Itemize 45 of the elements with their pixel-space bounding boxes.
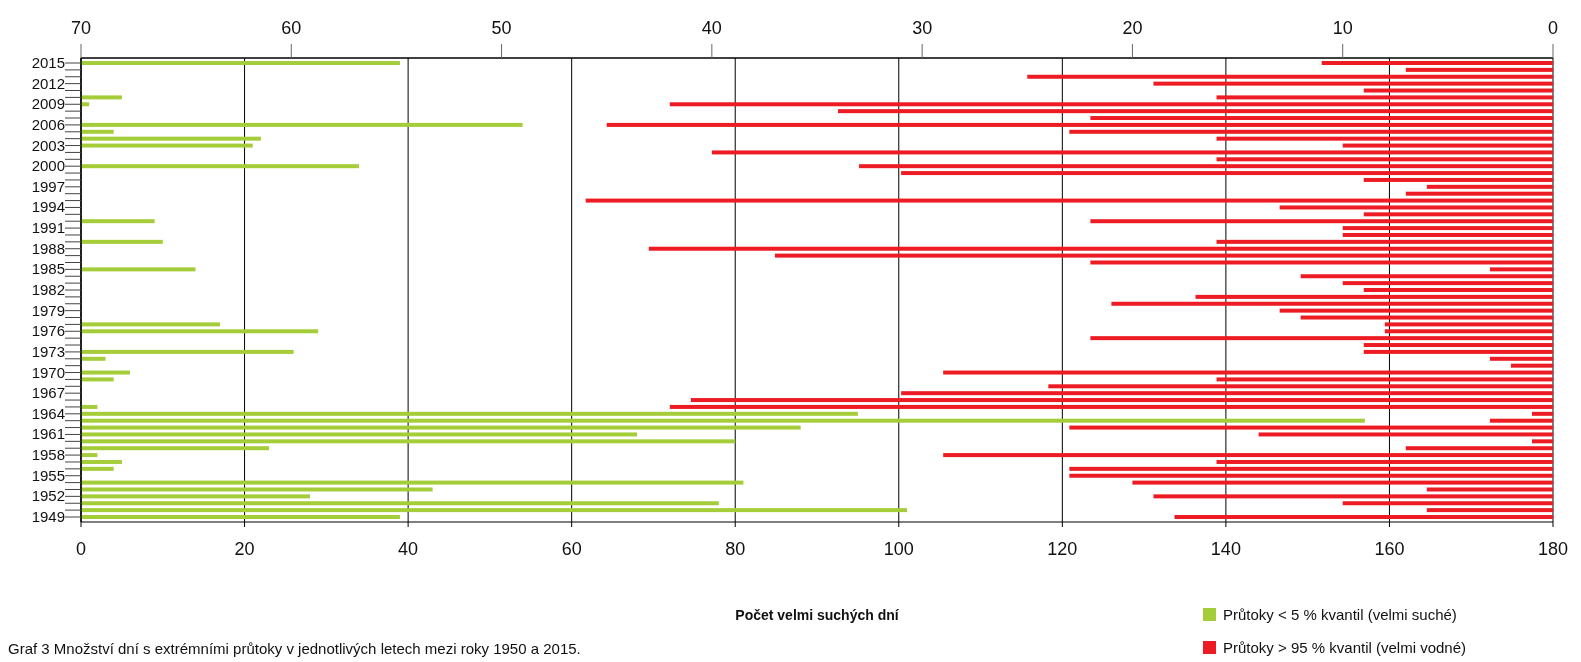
x2-tick-label: 30 (912, 18, 933, 38)
y-tick-label: 1976 (31, 322, 65, 340)
text: Graf 3 Množství dní s extrémními průtoky v jednotlivých letech mezi roky 1950 a 2015. (8, 640, 581, 657)
x2-tick-label: 0 (1547, 18, 1559, 38)
x-axis-title: Počet velmi suchých dní (735, 607, 900, 623)
x-tick-label: 120 (1047, 539, 1078, 559)
x2-tick-label: 10 (1332, 18, 1353, 38)
y-tick-label: 2012 (31, 74, 65, 92)
y-tick-label: 1967 (31, 384, 65, 402)
x2-tick-label: 60 (281, 18, 302, 38)
x2-tick-label: 70 (70, 18, 92, 38)
y-tick-label: 1994 (31, 198, 65, 216)
x-tick-label: 60 (561, 539, 582, 559)
y-tick-label: 1988 (31, 239, 65, 257)
y-tick-label: 1952 (31, 487, 65, 505)
y-tick-label: 2006 (31, 115, 65, 133)
y-tick-label: 1979 (31, 301, 65, 319)
y-tick-label: 2015 (31, 54, 65, 71)
y-tick-label: 1991 (31, 219, 65, 237)
x2-tick-label: 50 (491, 18, 512, 38)
x2-tick-label: 40 (701, 18, 722, 38)
y-tick-label: 2009 (31, 95, 65, 113)
y-tick-label: 1964 (31, 404, 65, 422)
x-tick-label: 180 (1537, 539, 1569, 559)
y-tick-label: 2003 (31, 136, 65, 154)
x-tick-label: 0 (75, 539, 87, 559)
y-tick-label: 1997 (31, 177, 65, 195)
y-tick-label: 1961 (31, 425, 65, 443)
x-tick-label: 100 (883, 539, 914, 559)
x-tick-label: 140 (1210, 539, 1241, 559)
legend-label: Průtoky < 5 % kvantil (velmi suché) (1223, 606, 1457, 623)
y-tick-label: 1970 (31, 363, 65, 381)
x-tick-label: 80 (725, 539, 746, 559)
x-tick-label: 160 (1374, 539, 1405, 559)
y-tick-label: 1958 (31, 446, 65, 464)
y-tick-label: 1949 (31, 508, 65, 525)
y-tick-label: 1982 (31, 281, 65, 298)
x-tick-label: 20 (234, 539, 255, 559)
legend-label: Průtoky > 95 % kvantil (velmi vodné) (1223, 639, 1467, 656)
y-tick-label: 1973 (31, 342, 65, 360)
y-tick-label: 1985 (31, 260, 65, 278)
x2-tick-label: 20 (1122, 18, 1143, 38)
y-tick-label: 1955 (31, 466, 65, 484)
x-tick-label: 40 (398, 539, 419, 559)
y-tick-label: 2000 (31, 157, 65, 175)
